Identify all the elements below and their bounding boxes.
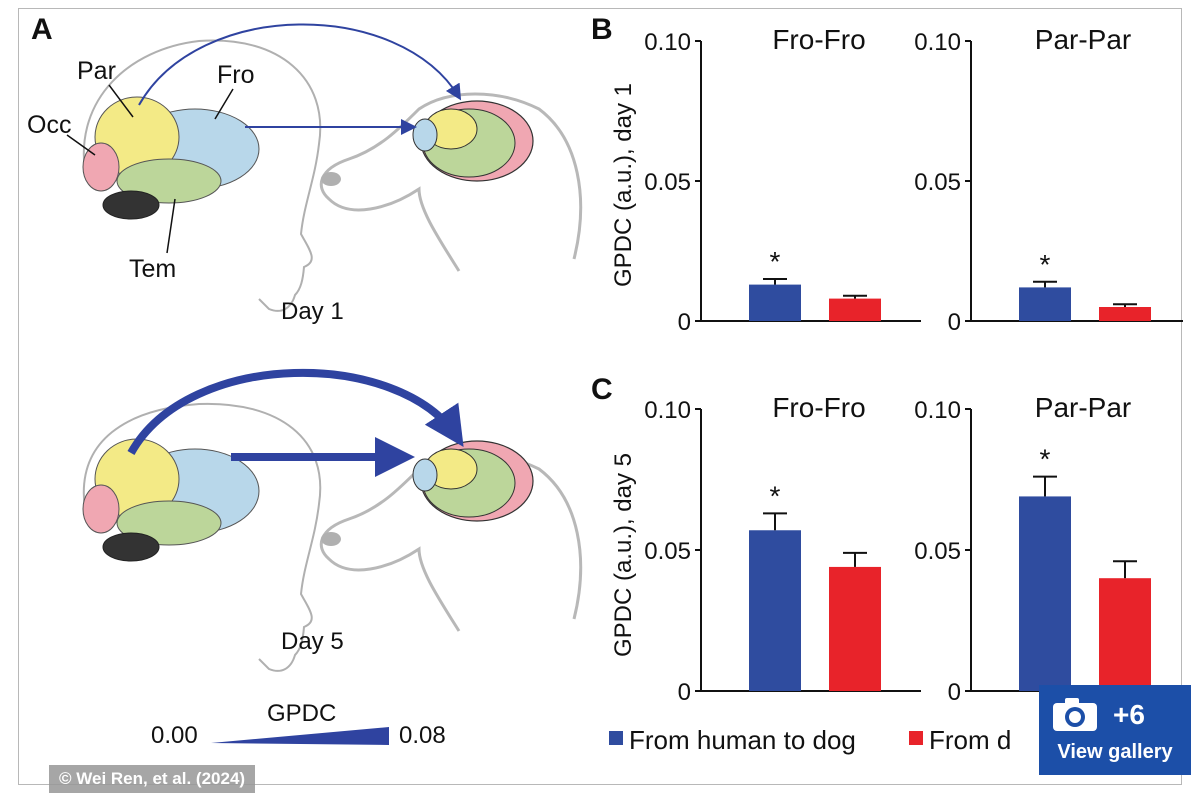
chart2-significance-star: * (1040, 249, 1051, 280)
chart4-significance-star: * (1040, 444, 1051, 475)
chart4-tick-label: 0 (948, 679, 961, 706)
chart1-tick-label: 0.05 (644, 169, 691, 196)
chart4-bar-human-to-dog (1019, 496, 1071, 691)
chart3-bar-dog-to-human (829, 566, 881, 691)
dog-brain-day5 (412, 440, 534, 522)
chart4-tick-label: 0.10 (914, 397, 961, 424)
human-brain-day1 (82, 96, 260, 220)
chart3-bar-human-to-dog (749, 530, 801, 691)
chart3-tick-label: 0 (678, 679, 691, 706)
chart1-tick-label: 0 (678, 309, 691, 336)
day1-label: Day 1 (281, 298, 344, 325)
chart2-tick-label: 0.10 (914, 29, 961, 56)
chart1-significance-star: * (770, 246, 781, 277)
legend-label-human-to-dog: From human to dog (629, 725, 856, 755)
chart2-bar-dog-to-human (1099, 307, 1151, 321)
photo-credit: © Wei Ren, et al. (2024) (49, 765, 256, 793)
chart2-tick-label: 0 (948, 309, 961, 336)
label-par-day1: Par (77, 57, 116, 85)
legend-swatch-dog-to-human (909, 731, 923, 745)
human-head-outline-day1 (82, 39, 322, 312)
legend-swatch-human-to-dog (609, 731, 623, 745)
panel-b-letter: B (591, 13, 613, 46)
gpdc-scale-max: 0.08 (399, 722, 446, 749)
chart2-bar-human-to-dog (1019, 287, 1071, 321)
chart3-y-axis-label: GPDC (a.u.), day 5 (610, 453, 637, 657)
chart1-bar-dog-to-human (829, 298, 881, 321)
gpdc-scale-title: GPDC (267, 700, 336, 727)
chart4-title: Par-Par (1035, 392, 1131, 423)
gpdc-wedge (211, 727, 389, 745)
chart3-significance-star: * (770, 480, 781, 511)
day5-label: Day 5 (281, 628, 344, 655)
dog-head-outline-day1 (319, 92, 583, 272)
chart2-tick-label: 0.05 (914, 169, 961, 196)
camera-icon (1053, 698, 1097, 731)
dog-brain-day1 (412, 100, 534, 182)
chart3-title: Fro-Fro (772, 392, 865, 423)
gpdc-scale: GPDC 0.00 0.08 (151, 700, 446, 749)
chart3-tick-label: 0.05 (644, 538, 691, 565)
chart1-tick-label: 0.10 (644, 29, 691, 56)
gpdc-scale-min: 0.00 (151, 722, 198, 749)
figure-canvas: A B C Par Fro Occ Tem (18, 8, 1191, 793)
legend: From human to dog From d n (609, 725, 1189, 755)
panel-a-letter: A (31, 13, 53, 46)
chart3-tick-label: 0.10 (644, 397, 691, 424)
panel-c-letter: C (591, 373, 613, 406)
gallery-label: View gallery (1057, 741, 1173, 763)
view-gallery-button[interactable]: +6 View gallery (1039, 685, 1191, 775)
chart4-bar-dog-to-human (1099, 578, 1151, 691)
label-occ-day1: Occ (27, 111, 71, 139)
human-brain-day5 (82, 438, 260, 562)
bar-charts: 0 0.05 0.10 Fro-Fro GPDC (a.u.), day 1 * 0 0.05… (610, 24, 1191, 706)
label-fro-day1: Fro (217, 61, 255, 89)
human-head-outline-day5 (82, 402, 322, 672)
chart1-title: Fro-Fro (772, 24, 865, 55)
arrow-par-to-par-day5 (127, 368, 464, 455)
arrow-par-to-par-day1 (138, 23, 462, 106)
day1-illustration: Par Fro Occ Tem Day 1 (27, 23, 583, 325)
day5-illustration: Day 5 (82, 368, 583, 672)
chart1-bar-human-to-dog (749, 284, 801, 321)
gallery-count: +6 (1113, 699, 1145, 730)
label-tem-day1: Tem (129, 255, 176, 283)
legend-label-dog-to-human: From d (929, 725, 1011, 755)
dog-head-outline-day5 (319, 452, 583, 632)
chart2-title: Par-Par (1035, 24, 1131, 55)
chart1-y-axis-label: GPDC (a.u.), day 1 (610, 83, 637, 287)
chart4-tick-label: 0.05 (914, 538, 961, 565)
